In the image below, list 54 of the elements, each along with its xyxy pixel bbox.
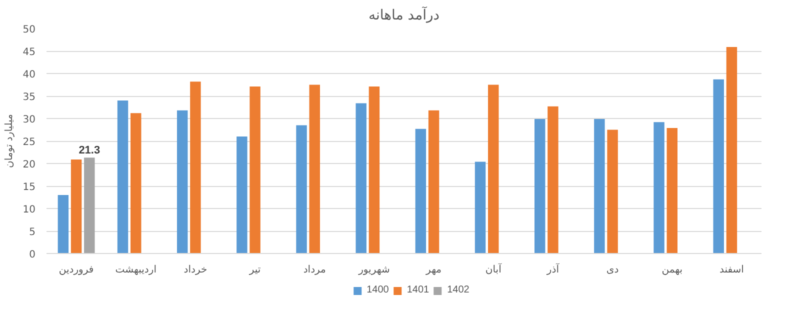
bar — [250, 86, 260, 254]
bar — [70, 159, 82, 254]
bar — [236, 136, 248, 254]
x-tick-label: بهمن — [662, 264, 683, 276]
x-tick-label: دی — [606, 264, 619, 276]
bar — [488, 84, 499, 254]
x-tick-label: مهر — [425, 264, 442, 276]
legend-label: 1400 — [366, 284, 389, 296]
x-tick-label: آذر — [546, 262, 560, 276]
y-tick-label: 5 — [29, 227, 36, 238]
y-tick-label: 0 — [29, 250, 36, 260]
bar — [607, 130, 618, 254]
y-tick-label: 50 — [22, 24, 36, 36]
bar — [415, 128, 426, 254]
y-tick-label: 20 — [22, 160, 36, 170]
y-tick-label: 30 — [22, 114, 36, 126]
bar — [474, 162, 486, 254]
x-tick-label: تیر — [248, 264, 261, 276]
bar — [117, 100, 128, 254]
bar — [534, 118, 546, 254]
bar — [654, 122, 664, 254]
bar — [548, 106, 558, 254]
x-tick-label: خرداد — [184, 264, 208, 276]
legend-label: 1401 — [406, 284, 430, 296]
y-tick-label: 10 — [22, 204, 36, 216]
bar — [130, 113, 142, 254]
bar — [726, 46, 738, 254]
x-tick-label: اردیبهشت — [115, 264, 156, 276]
bar — [58, 195, 69, 254]
bar — [368, 86, 380, 254]
bar — [190, 82, 201, 254]
x-tick-label: شهریور — [358, 264, 390, 276]
y-tick-label: 40 — [22, 70, 36, 80]
y-tick-label: 15 — [22, 182, 36, 193]
bar — [309, 84, 320, 254]
bar — [176, 110, 188, 254]
y-tick-label: 25 — [22, 137, 36, 148]
x-tick-label: مرداد — [303, 264, 326, 276]
bar — [594, 118, 605, 254]
y-axis-title: میلیارد تومان — [4, 114, 15, 168]
bar — [84, 158, 95, 254]
bar — [428, 110, 440, 254]
bar — [666, 128, 678, 254]
bar — [356, 103, 366, 254]
chart-title: درآمد ماهانه — [368, 6, 440, 24]
x-tick-label: آبان — [485, 262, 503, 276]
bar — [296, 125, 307, 254]
y-tick-label: 35 — [22, 92, 36, 103]
data-label: 21.3 — [78, 144, 100, 157]
x-tick-label: فروردین — [58, 264, 94, 276]
y-tick-label: 45 — [22, 47, 36, 58]
legend-label: 1402 — [447, 284, 470, 296]
bar — [713, 79, 724, 254]
x-tick-label: اسفند — [719, 264, 744, 276]
